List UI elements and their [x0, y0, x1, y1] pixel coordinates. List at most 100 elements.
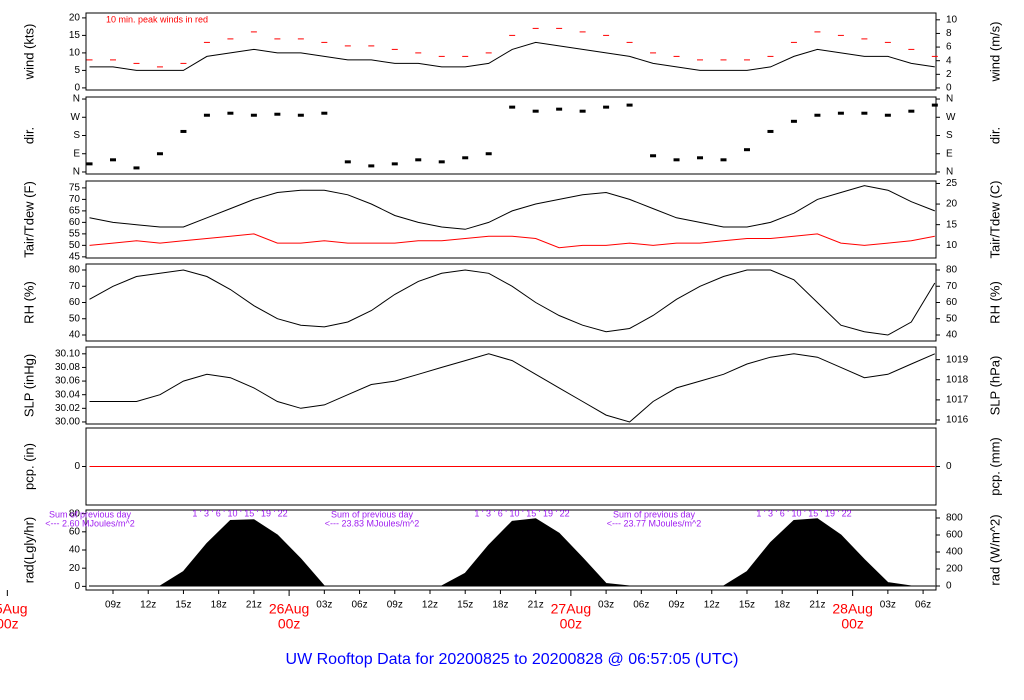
x-tick-label: 18z	[774, 600, 790, 611]
y2-axis-label: rad (W/m^2)	[987, 514, 1002, 585]
data-line	[89, 353, 935, 423]
y2-tick-label: 10	[946, 14, 958, 25]
y2-tick-label: 40	[946, 330, 958, 341]
y2-axis-label: SLP (hPa)	[987, 356, 1002, 416]
y2-tick-label: 0	[946, 461, 952, 472]
rad-annotation: <--- 2.60 MJoules/m^2	[45, 518, 135, 528]
y2-tick-label: 400	[946, 547, 963, 558]
y-tick-label: 30.10	[55, 348, 80, 359]
y2-tick-label: 25	[946, 178, 958, 189]
annotation: 10 min. peak winds in red	[106, 14, 208, 24]
date-tick-label: 25Aug	[0, 601, 28, 617]
y-tick-label: 45	[69, 251, 81, 262]
data-line	[89, 269, 936, 336]
y-tick-label: 75	[69, 183, 81, 194]
x-tick-label: 09z	[387, 600, 403, 611]
y-tick-label: 55	[69, 229, 81, 240]
y-tick-label: 30.00	[55, 417, 80, 428]
data-line	[89, 233, 935, 249]
y2-tick-label: 60	[946, 297, 958, 308]
y2-axis-label: pcp. (mm)	[987, 437, 1002, 496]
y-tick-label: 30.02	[55, 403, 80, 414]
y-tick-label: 50	[69, 240, 81, 251]
y-tick-label: 80	[69, 265, 81, 276]
y-tick-label: 30.08	[55, 362, 80, 373]
y2-tick-label: 4	[946, 55, 952, 66]
x-tick-label: 15z	[175, 600, 191, 611]
panel-frame	[85, 12, 937, 91]
y2-tick-label: 2	[946, 69, 952, 80]
y2-tick-label: 1018	[946, 374, 969, 385]
y-tick-label: 65	[69, 206, 81, 217]
y2-tick-label: 10	[946, 240, 958, 251]
y-tick-label: 40	[69, 545, 81, 556]
y-tick-label: 60	[69, 297, 81, 308]
y-tick-label: E	[73, 148, 80, 159]
y2-tick-label: 8	[946, 28, 952, 39]
date-tick-label: 26Aug	[269, 601, 309, 617]
y2-axis-label: dir.	[987, 127, 1002, 144]
y2-tick-label: 6	[946, 42, 952, 53]
y-axis-label: dir.	[21, 127, 36, 144]
x-tick-label: 18z	[492, 600, 508, 611]
y-tick-label: 60	[69, 526, 81, 537]
rad-annotation: 1 ' 3 ' 6 ' 10 ' 15 ' 19 ' 22	[756, 508, 851, 518]
rad-annotation: 1 ' 3 ' 6 ' 10 ' 15 ' 19 ' 22	[474, 508, 569, 518]
y2-tick-label: 50	[946, 313, 958, 324]
x-tick-label: 03z	[598, 600, 614, 611]
y-axis-label: wind (kts)	[21, 24, 36, 81]
y-tick-label: 0	[74, 581, 80, 592]
chart-title: UW Rooftop Data for 20200825 to 20200828…	[286, 651, 739, 668]
y-tick-label: 70	[69, 194, 81, 205]
y-tick-label: 40	[69, 330, 81, 341]
y-tick-label: W	[71, 112, 81, 123]
date-tick-label: 00z	[0, 616, 19, 632]
y-axis-label: Tair/Tdew (F)	[21, 181, 36, 258]
y-tick-label: 10	[69, 48, 81, 59]
y2-tick-label: N	[946, 94, 953, 105]
rad-annotation: Sum of previous day	[49, 509, 132, 519]
x-tick-label: 18z	[211, 600, 227, 611]
date-tick-label: 00z	[841, 616, 864, 632]
y-axis-label: pcp. (in)	[21, 443, 36, 490]
y-tick-label: 15	[69, 30, 81, 41]
x-tick-label: 12z	[140, 600, 156, 611]
rad-annotation: Sum of previous day	[331, 509, 414, 519]
y2-tick-label: 0	[946, 83, 952, 94]
y-tick-label: 50	[69, 313, 81, 324]
y-tick-label: 60	[69, 217, 81, 228]
date-tick-label: 27Aug	[551, 601, 591, 617]
rad-annotation: <--- 23.83 MJoules/m^2	[325, 518, 420, 528]
rad-annotation: <--- 23.77 MJoules/m^2	[607, 518, 702, 528]
x-tick-label: 12z	[422, 600, 438, 611]
x-tick-label: 15z	[739, 600, 755, 611]
y2-tick-label: 600	[946, 530, 963, 541]
x-tick-label: 06z	[915, 600, 931, 611]
x-tick-label: 03z	[316, 600, 332, 611]
y2-tick-label: 80	[946, 265, 958, 276]
x-tick-label: 12z	[704, 600, 720, 611]
y-axis-label: RH (%)	[21, 281, 36, 324]
y-axis-label: SLP (inHg)	[21, 354, 36, 417]
y2-tick-label: 1016	[946, 415, 969, 426]
x-tick-label: 09z	[105, 600, 121, 611]
y-tick-label: 20	[69, 13, 81, 24]
y-tick-label: N	[73, 167, 80, 178]
y2-tick-label: 800	[946, 513, 963, 524]
x-tick-label: 06z	[633, 600, 649, 611]
x-tick-label: 09z	[668, 600, 684, 611]
rad-annotation: Sum of previous day	[613, 509, 696, 519]
y-axis-label: rad(Lgly/hr)	[21, 517, 36, 583]
rad-annotation: 1 ' 3 ' 6 ' 10 ' 15 ' 19 ' 22	[192, 508, 287, 518]
x-tick-label: 15z	[457, 600, 473, 611]
y2-tick-label: 0	[946, 581, 952, 592]
date-tick-label: 28Aug	[832, 601, 872, 617]
x-tick-label: 06z	[351, 600, 367, 611]
y2-tick-label: 20	[946, 199, 958, 210]
data-line	[89, 185, 935, 230]
panel-frame	[85, 180, 937, 259]
y2-tick-label: W	[946, 112, 956, 123]
y2-axis-label: Tair/Tdew (C)	[987, 180, 1002, 258]
y-tick-label: 30.06	[55, 376, 80, 387]
